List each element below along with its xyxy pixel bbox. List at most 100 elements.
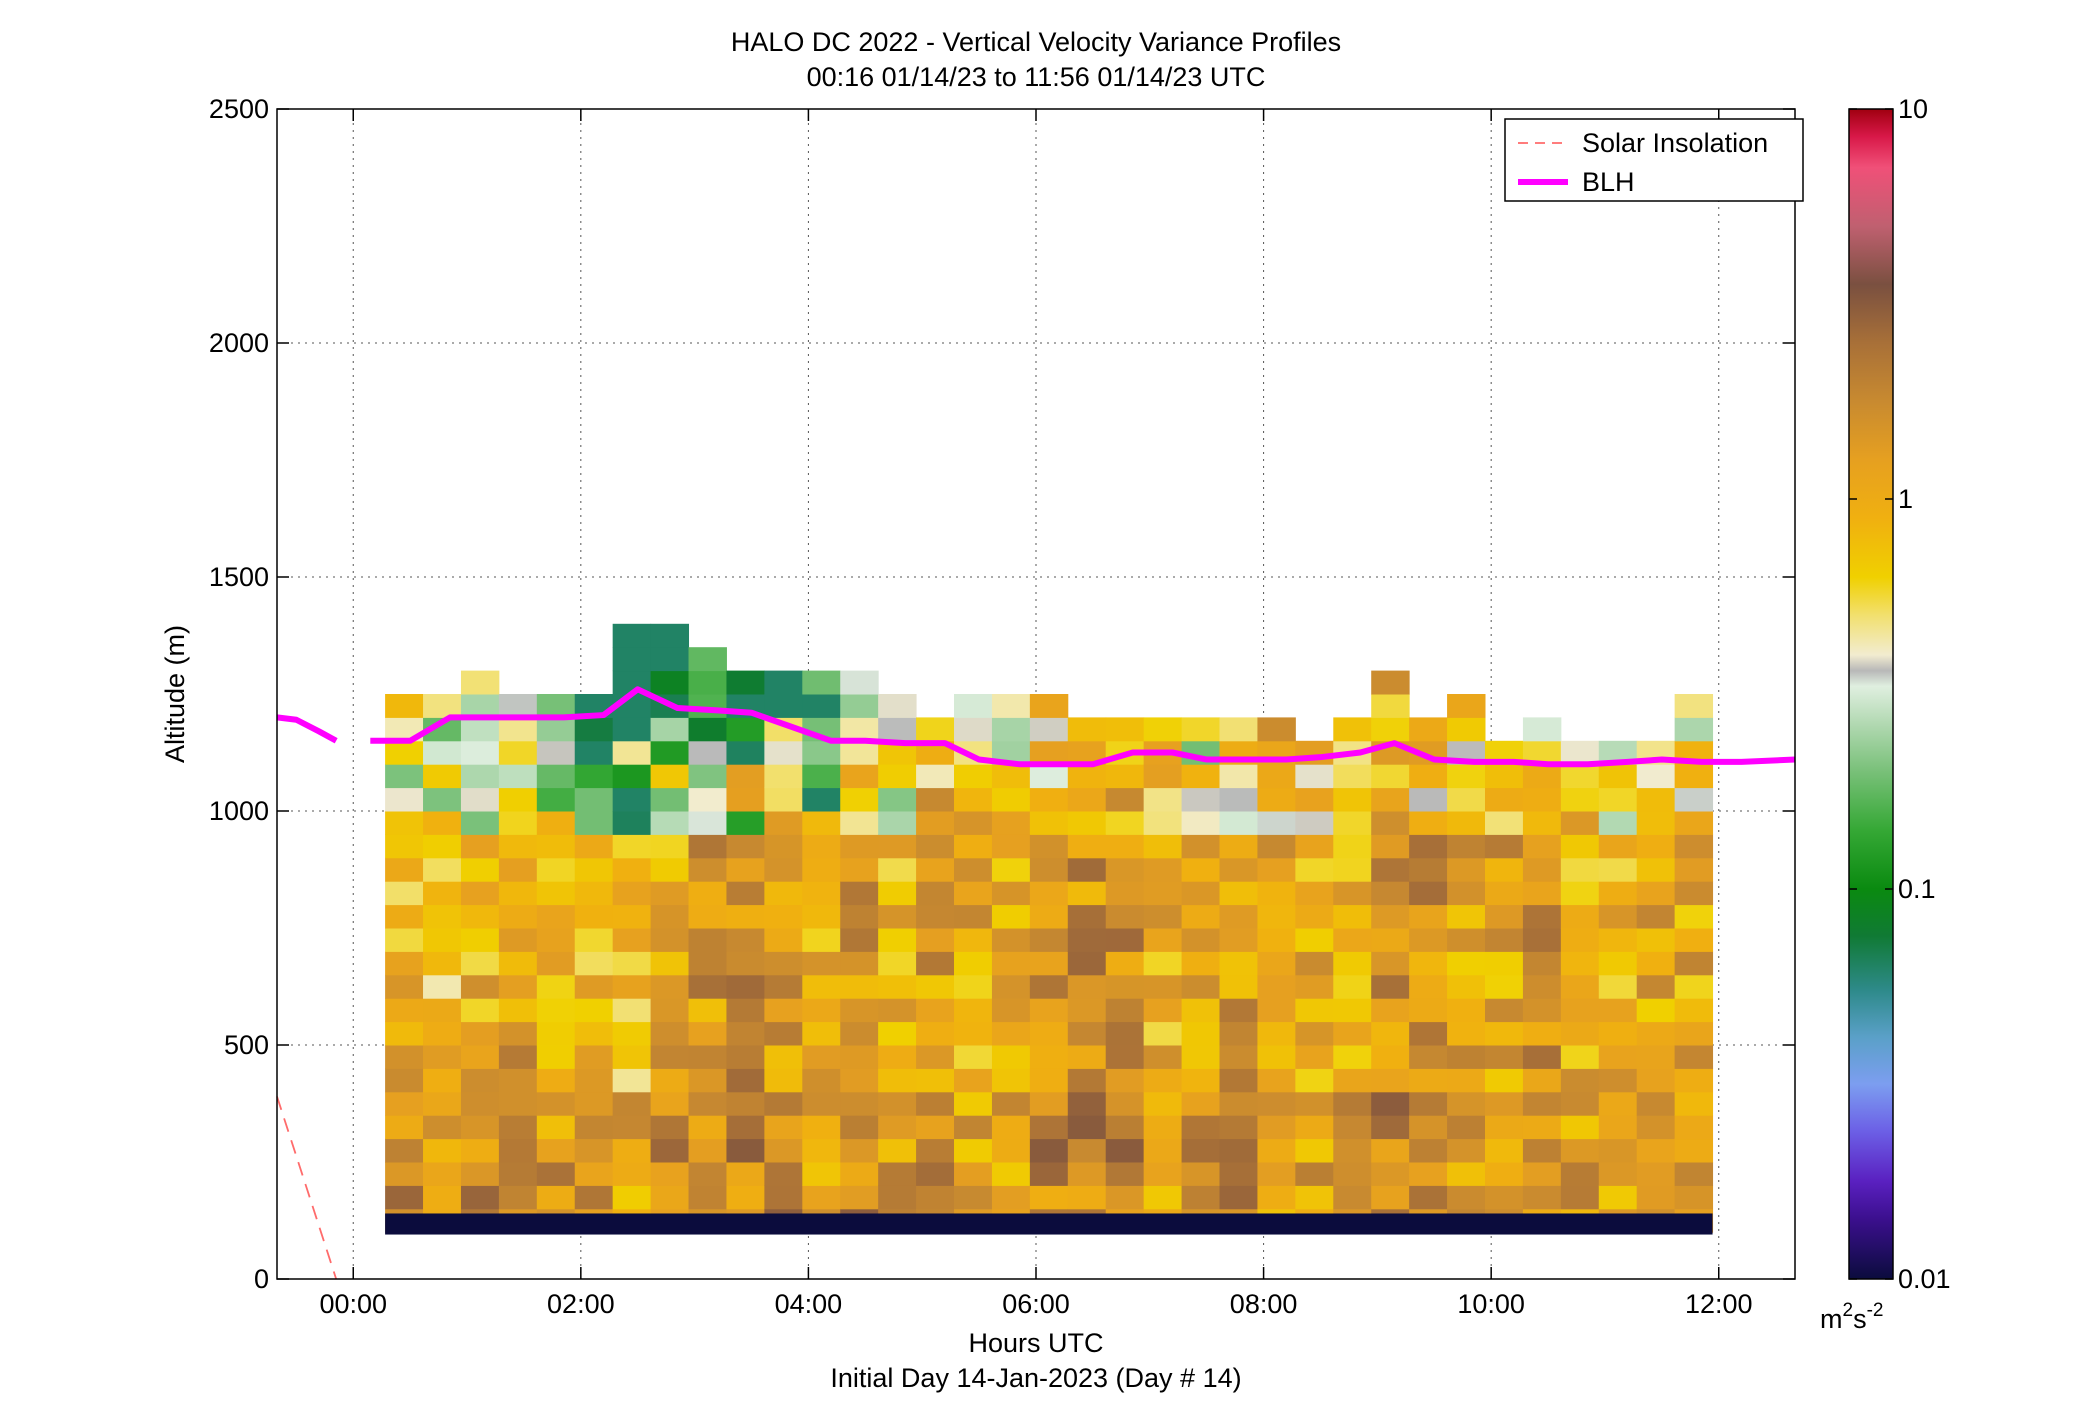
heatmap-cell — [1522, 787, 1562, 812]
heatmap-cell — [498, 740, 538, 765]
heatmap-cell — [916, 1021, 955, 1046]
heatmap-cell — [878, 1091, 917, 1116]
heatmap-cell — [916, 834, 955, 859]
heatmap-cell — [840, 857, 879, 882]
heatmap-cell — [1029, 694, 1069, 718]
heatmap-cell — [1143, 1162, 1183, 1186]
heatmap-cell — [954, 857, 993, 882]
heatmap-cell — [536, 811, 576, 835]
heatmap-cell — [878, 1068, 917, 1093]
heatmap-cell — [460, 764, 500, 789]
heatmap-cell — [1484, 857, 1524, 882]
heatmap-cell — [385, 1138, 424, 1163]
heatmap-cell — [460, 974, 500, 999]
heatmap-cell — [1067, 904, 1107, 929]
heatmap-cell — [1257, 717, 1296, 742]
colorbar-unit-base: m — [1820, 1304, 1843, 1334]
heatmap-cell — [1522, 904, 1562, 929]
heatmap-cell — [840, 1115, 879, 1140]
heatmap-cell — [954, 834, 993, 859]
heatmap-cell — [423, 974, 462, 999]
heatmap-cell — [1295, 998, 1334, 1023]
heatmap-cell — [460, 881, 500, 906]
heatmap-cell — [840, 904, 879, 929]
heatmap-cell — [954, 1138, 993, 1163]
heatmap-cell — [1143, 717, 1183, 742]
heatmap-cell — [1484, 1138, 1524, 1163]
heatmap-cell — [460, 1045, 500, 1069]
heatmap-cell — [650, 998, 690, 1023]
heatmap-cell — [574, 928, 614, 952]
heatmap-cell — [764, 1115, 803, 1140]
heatmap-cell — [1143, 928, 1183, 952]
heatmap-cell — [1333, 1068, 1372, 1093]
heatmap-cell — [764, 1021, 803, 1046]
heatmap-cell — [764, 1068, 803, 1093]
heatmap-cell — [1029, 1162, 1069, 1186]
heatmap-cell — [1181, 1045, 1221, 1069]
heatmap-cell — [688, 1115, 727, 1140]
colorbar-tick-label: 10 — [1898, 94, 1928, 124]
heatmap-cell — [991, 811, 1031, 835]
heatmap-cell — [1447, 764, 1486, 789]
heatmap-cell — [498, 928, 538, 952]
heatmap-cell — [423, 1162, 462, 1186]
heatmap-cell — [612, 1115, 652, 1140]
heatmap-cell — [1447, 1068, 1486, 1093]
heatmap-cell — [1105, 881, 1145, 906]
heatmap-cell — [1598, 1045, 1638, 1069]
heatmap-cell — [878, 787, 917, 812]
heatmap-cell — [764, 904, 803, 929]
heatmap-cell — [1636, 811, 1676, 835]
heatmap-cell — [1371, 694, 1410, 718]
heatmap-cell — [688, 951, 727, 976]
heatmap-cell — [991, 834, 1031, 859]
heatmap-cell — [1522, 1162, 1562, 1186]
heatmap-cell — [916, 1068, 955, 1093]
heatmap-cell — [991, 928, 1031, 952]
heatmap-cell — [1447, 951, 1486, 976]
heatmap-cell — [1409, 1045, 1448, 1069]
heatmap-cell — [916, 1115, 955, 1140]
heatmap-cell — [1181, 1115, 1221, 1140]
heatmap-cell — [1447, 1162, 1486, 1186]
heatmap-cell — [802, 1021, 841, 1046]
heatmap-cell — [460, 787, 500, 812]
heatmap-cell — [954, 1021, 993, 1046]
heatmap-cell — [1560, 998, 1600, 1023]
heatmap-cell — [1598, 764, 1638, 789]
heatmap-cell — [650, 834, 690, 859]
heatmap-cell — [1522, 1138, 1562, 1163]
heatmap-cell — [802, 857, 841, 882]
heatmap-cell — [688, 670, 727, 695]
heatmap-cell — [1560, 764, 1600, 789]
heatmap-cell — [1029, 1091, 1069, 1116]
heatmap-cell — [916, 998, 955, 1023]
x-tick-label: 04:00 — [775, 1289, 843, 1319]
heatmap-cell — [1560, 857, 1600, 882]
heatmap-cell — [574, 974, 614, 999]
heatmap-cell — [574, 834, 614, 859]
heatmap-cell — [423, 857, 462, 882]
heatmap-cell — [385, 928, 424, 952]
x-tick-label: 10:00 — [1457, 1289, 1525, 1319]
heatmap-cell — [878, 928, 917, 952]
heatmap-cell — [612, 647, 652, 672]
heatmap-cell — [1484, 928, 1524, 952]
heatmap-cell — [991, 764, 1031, 789]
heatmap-cell — [802, 1162, 841, 1186]
heatmap-cell — [1598, 1068, 1638, 1093]
heatmap-cell — [1333, 881, 1372, 906]
heatmap-cell — [1636, 1045, 1676, 1069]
heatmap-cell — [726, 764, 765, 789]
heatmap-cell — [1598, 857, 1638, 882]
heatmap-cell — [1257, 1045, 1296, 1069]
heatmap-cell — [574, 951, 614, 976]
heatmap-cell — [1029, 1068, 1069, 1093]
heatmap-cell — [1105, 764, 1145, 789]
heatmap-cell — [423, 1115, 462, 1140]
heatmap-cell — [1636, 1021, 1676, 1046]
heatmap-cell — [498, 764, 538, 789]
y-tick-label: 1500 — [209, 562, 269, 592]
heatmap-cell — [1105, 857, 1145, 882]
